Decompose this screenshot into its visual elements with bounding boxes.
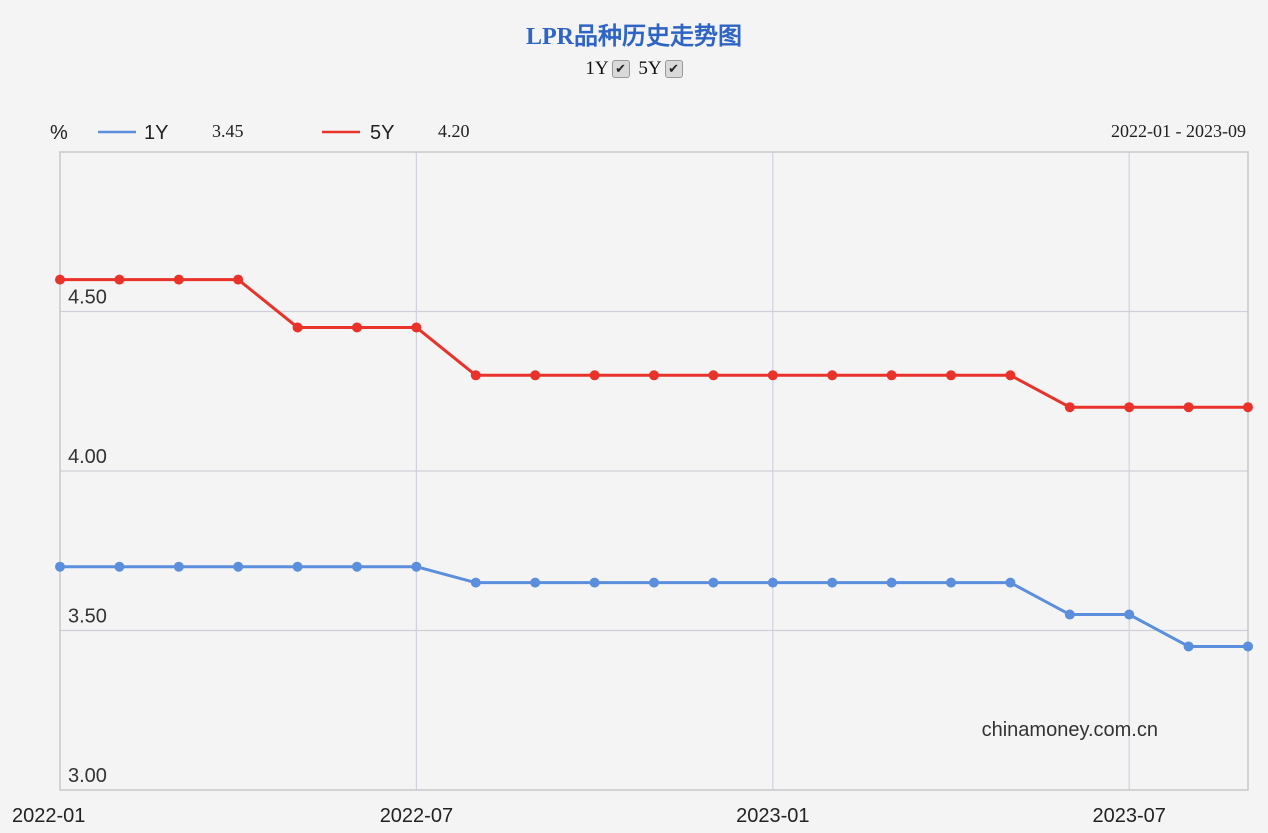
data-point <box>411 561 422 572</box>
series-toggles: 1Y ✔ 5Y ✔ <box>0 58 1268 80</box>
y-tick-label: 4.50 <box>68 287 107 309</box>
data-point <box>1243 641 1253 652</box>
data-point <box>233 561 244 572</box>
data-point <box>530 577 541 588</box>
data-point <box>946 370 956 381</box>
y-tick-label: 3.00 <box>68 765 107 787</box>
toggle-5y-label: 5Y <box>638 58 662 79</box>
data-point <box>411 322 422 333</box>
y-tick-label: 4.00 <box>68 446 107 468</box>
data-point <box>1243 402 1253 413</box>
legend-5y-value: 4.20 <box>438 121 470 141</box>
x-tick-label: 2022-01 <box>12 805 85 827</box>
legend-1y-value: 3.45 <box>212 121 244 141</box>
data-point <box>767 577 778 588</box>
plot-frame <box>59 151 1249 791</box>
x-tick-label: 2022-07 <box>380 805 453 827</box>
y-tick-label: 3.50 <box>68 606 107 628</box>
data-point <box>173 274 184 285</box>
checkbox-icon[interactable]: ✔ <box>664 60 683 78</box>
grid <box>60 152 1248 790</box>
toggle-1y-label: 1Y <box>585 58 609 79</box>
series-line-5y <box>60 278 1248 409</box>
checkbox-icon[interactable]: ✔ <box>611 60 630 78</box>
series-5y <box>55 274 1253 413</box>
data-point <box>55 561 65 572</box>
data-point <box>708 370 719 381</box>
data-point <box>114 561 125 572</box>
data-point <box>827 577 838 588</box>
data-point <box>1005 370 1016 381</box>
data-point <box>1064 609 1075 620</box>
data-point <box>649 370 659 381</box>
watermark: chinamoney.com.cn <box>982 719 1158 741</box>
data-point <box>530 370 541 381</box>
data-point <box>114 274 125 285</box>
x-axis-ticks: 2022-01 2022-07 2023-01 2023-07 <box>12 805 1166 827</box>
data-point <box>173 561 184 572</box>
data-point <box>589 577 600 588</box>
toggle-5y[interactable]: 5Y ✔ <box>638 58 683 80</box>
data-point <box>470 370 481 381</box>
series-1y <box>55 561 1253 652</box>
data-point <box>1124 402 1135 413</box>
data-point <box>352 322 362 333</box>
data-point <box>352 561 362 572</box>
x-tick-label: 2023-07 <box>1092 805 1165 827</box>
data-point <box>1064 402 1075 413</box>
data-point <box>292 322 303 333</box>
data-point <box>1005 577 1016 588</box>
data-point <box>55 274 65 285</box>
series-lines <box>55 274 1253 652</box>
data-point <box>886 577 897 588</box>
data-point <box>470 577 481 588</box>
data-point <box>1183 402 1194 413</box>
data-point <box>649 577 659 588</box>
data-point <box>589 370 600 381</box>
data-point <box>292 561 303 572</box>
date-range: 2022-01 - 2023-09 <box>1111 121 1246 141</box>
data-point <box>886 370 897 381</box>
data-point <box>708 577 719 588</box>
legend-1y-name[interactable]: 1Y <box>144 122 168 144</box>
data-point <box>946 577 956 588</box>
y-axis-ticks: 3.00 3.50 4.00 4.50 <box>68 287 107 788</box>
legend-5y-name[interactable]: 5Y <box>370 122 394 144</box>
data-point <box>827 370 838 381</box>
data-point <box>1183 641 1194 652</box>
chart-title: LPR品种历史走势图 <box>526 24 742 50</box>
toggle-1y[interactable]: 1Y ✔ <box>585 58 630 80</box>
data-point <box>233 274 244 285</box>
y-unit-label: % <box>50 122 68 144</box>
data-point <box>1124 609 1135 620</box>
x-tick-label: 2023-01 <box>736 805 809 827</box>
data-point <box>767 370 778 381</box>
